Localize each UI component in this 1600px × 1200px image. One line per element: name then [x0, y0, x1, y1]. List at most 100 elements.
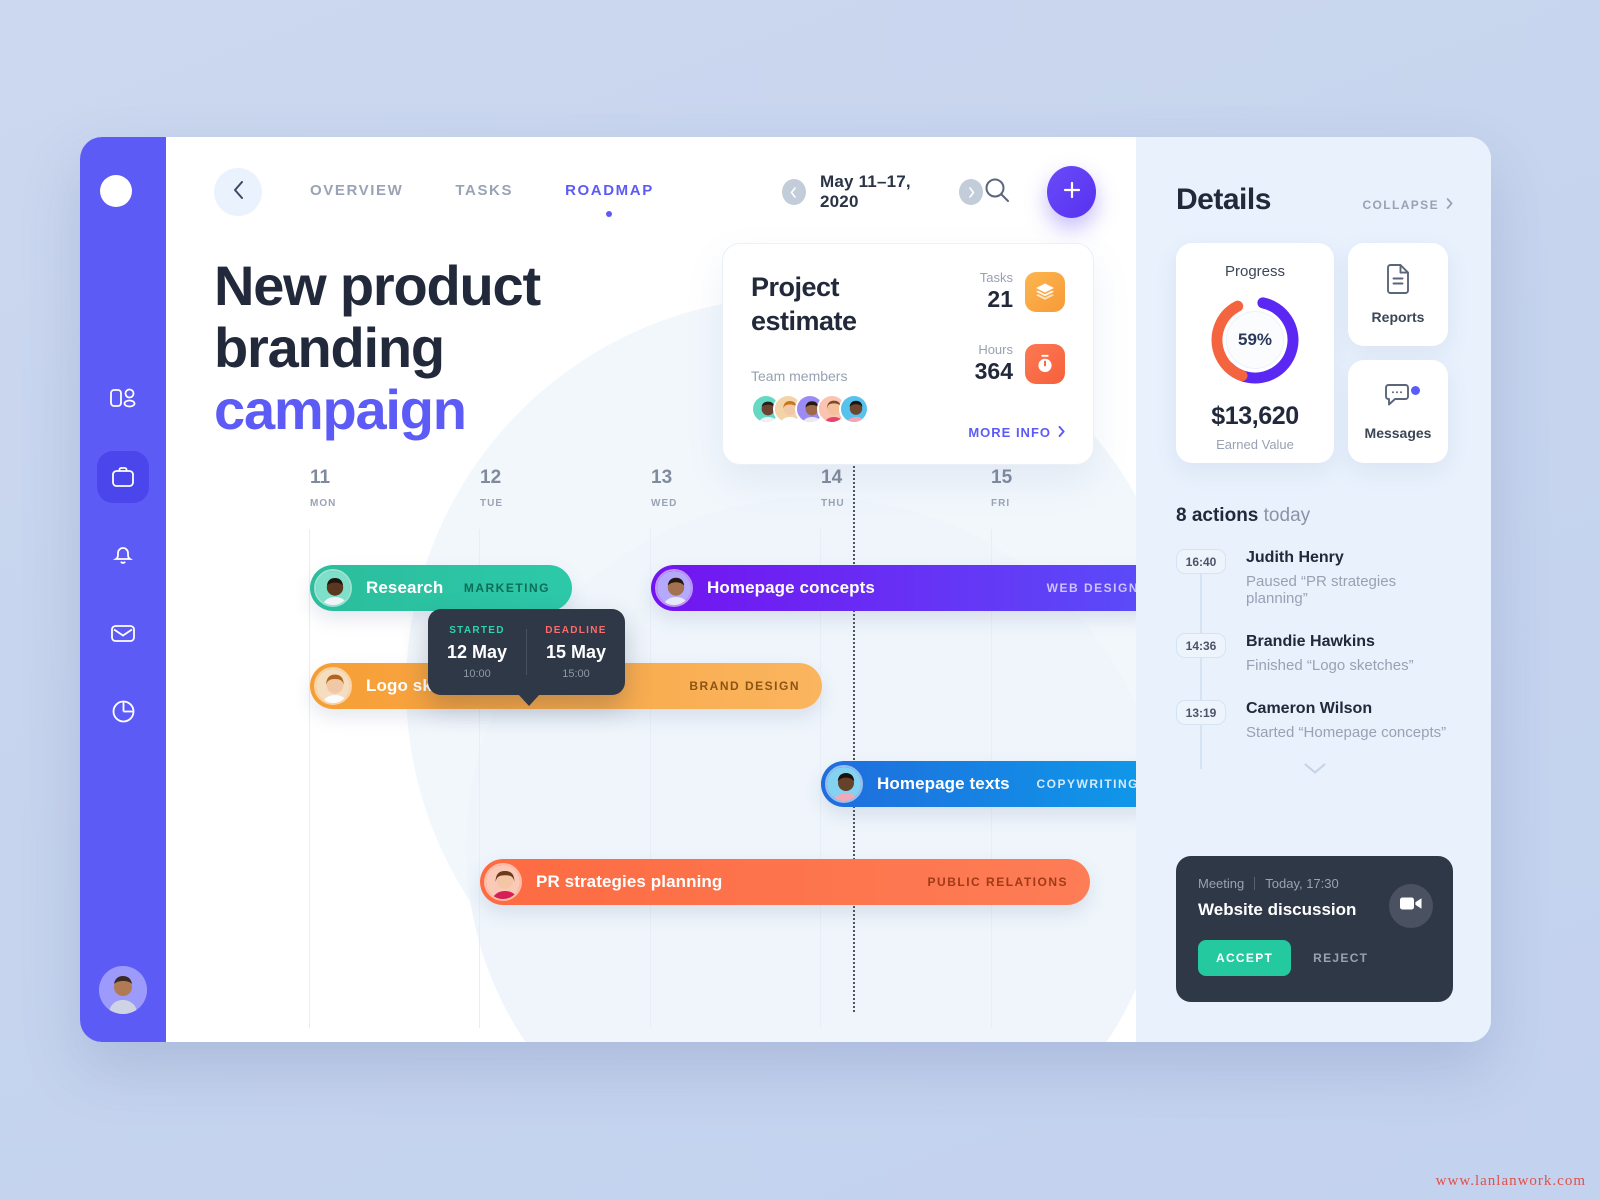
list-item[interactable]: 16:40 Judith Henry Paused “PR strategies… [1176, 549, 1453, 635]
tab-tasks[interactable]: TASKS [455, 181, 514, 199]
gantt-bar-category: BRAND DESIGN [689, 679, 800, 693]
collapse-button[interactable]: COLLAPSE [1362, 198, 1453, 212]
day-weekday: WED [651, 498, 678, 509]
actions-suffix: today [1258, 505, 1311, 526]
sidebar-item-mail[interactable] [97, 607, 149, 659]
app-window: OVERVIEW TASKS ROADMAP May 11–17, 2020 [80, 137, 1491, 1042]
actions-count: 8 actions [1176, 505, 1259, 526]
sidebar-item-notifications[interactable] [97, 529, 149, 581]
tab-overview[interactable]: OVERVIEW [310, 181, 404, 199]
messages-card[interactable]: Messages [1348, 360, 1448, 463]
gantt-bar-homepage-concepts[interactable]: Homepage concepts WEB DESIGN [651, 565, 1136, 611]
sidebar-item-dashboard[interactable] [97, 373, 149, 425]
grid-line [479, 529, 480, 1028]
search-icon [983, 176, 1011, 209]
tab-roadmap[interactable]: ROADMAP [565, 182, 654, 203]
main-content: OVERVIEW TASKS ROADMAP May 11–17, 2020 [166, 137, 1136, 1042]
grid-line [820, 529, 821, 1028]
details-header: Details COLLAPSE [1176, 183, 1453, 217]
date-prev-button[interactable] [781, 179, 806, 205]
progress-percent: 59% [1226, 311, 1284, 369]
day-number: 11 [310, 467, 331, 488]
sidebar-nav [97, 373, 149, 737]
meeting-kind: Meeting [1198, 876, 1245, 891]
messages-label: Messages [1364, 425, 1432, 441]
feed-user-name: Brandie Hawkins [1246, 633, 1375, 650]
meeting-title: Website discussion [1198, 900, 1357, 919]
sidebar [80, 137, 166, 1042]
stopwatch-icon [1025, 344, 1065, 384]
chevron-down-icon [1304, 761, 1326, 778]
chat-bubble-icon [1383, 382, 1413, 415]
meeting-meta: Meeting Today, 17:30 [1198, 876, 1431, 891]
feed-action-text: Paused “PR strategies planning” [1246, 573, 1397, 607]
avatar[interactable] [99, 966, 147, 1014]
day-column-header: 12 TUE [480, 467, 503, 509]
date-next-button[interactable] [959, 179, 984, 205]
day-number: 14 [821, 467, 843, 488]
join-video-button[interactable] [1389, 884, 1433, 928]
sidebar-item-analytics[interactable] [97, 685, 149, 737]
list-item[interactable]: 14:36 Brandie Hawkins Finished “Logo ske… [1176, 633, 1453, 702]
back-button[interactable] [214, 168, 262, 216]
tooltip-deadline: DEADLINE 15 May 15:00 [527, 625, 625, 680]
details-panel: Details COLLAPSE Progress 59% $13,620 [1136, 137, 1491, 1042]
logo-mark[interactable] [100, 175, 146, 209]
reject-button[interactable]: REJECT [1313, 951, 1369, 965]
tasks-value: 21 [987, 286, 1013, 312]
bell-icon [111, 543, 135, 567]
hours-stat: Hours 364 [975, 342, 1065, 384]
progress-donut: 59% [1207, 292, 1303, 388]
hero: New product branding campaign [166, 247, 1136, 441]
details-title: Details [1176, 183, 1271, 216]
feed-connector [1200, 658, 1202, 702]
feed-action-text: Started “Homepage concepts” [1246, 724, 1447, 741]
grid-line [309, 529, 310, 1028]
gantt-bar-category: WEB DESIGN [1046, 581, 1136, 595]
feed-time: 14:36 [1176, 633, 1226, 658]
tooltip-started-date: 12 May [446, 641, 508, 662]
team-avatar[interactable] [839, 394, 869, 424]
gantt-bar-homepage-texts[interactable]: Homepage texts COPYWRITING [821, 761, 1136, 807]
feed-user-name: Cameron Wilson [1246, 700, 1373, 717]
gantt-bar-category: PUBLIC RELATIONS [927, 875, 1068, 889]
chevron-left-icon [233, 180, 244, 204]
nav-tabs: OVERVIEW TASKS ROADMAP [310, 182, 654, 203]
more-info-link[interactable]: MORE INFO [968, 425, 1065, 440]
gantt-bar-pr-strategies[interactable]: PR strategies planning PUBLIC RELATIONS [480, 859, 1090, 905]
accept-button[interactable]: ACCEPT [1198, 940, 1292, 976]
envelope-icon [110, 623, 136, 644]
estimate-title-line-2: estimate [751, 306, 857, 336]
gantt-bar-category: COPYWRITING [1036, 777, 1137, 791]
meeting-invite-card: Meeting Today, 17:30 Website discussion … [1176, 856, 1453, 1002]
activity-feed: 16:40 Judith Henry Paused “PR strategies… [1176, 549, 1453, 779]
chevron-right-icon [1058, 425, 1065, 440]
title-line-1: New product [214, 254, 541, 317]
more-info-label: MORE INFO [968, 425, 1051, 440]
search-button[interactable] [983, 176, 1011, 209]
team-avatar[interactable] [751, 394, 781, 424]
progress-label: Progress [1224, 263, 1286, 280]
tooltip-deadline-time: 15:00 [562, 667, 590, 680]
add-button[interactable] [1047, 166, 1096, 218]
tooltip-started-label: STARTED [449, 624, 505, 636]
progress-card: Progress 59% $13,620 Earned Value [1176, 243, 1334, 463]
feed-body: Cameron Wilson Started “Homepage concept… [1246, 700, 1446, 741]
reports-card[interactable]: Reports [1348, 243, 1448, 346]
briefcase-icon [111, 466, 135, 488]
gantt-bar-research[interactable]: Research MARKETING [310, 565, 572, 611]
day-weekday: FRI [991, 498, 1011, 509]
quick-links: Reports Messages [1348, 243, 1448, 463]
list-item[interactable]: 13:19 Cameron Wilson Started “Homepage c… [1176, 700, 1453, 769]
gantt-bar-title: Research [366, 578, 444, 597]
day-weekday: MON [310, 498, 337, 509]
meeting-actions: ACCEPT REJECT [1198, 940, 1431, 976]
feed-connector [1200, 574, 1202, 635]
gantt-bar-avatar [655, 569, 693, 607]
feed-expand-button[interactable] [1176, 761, 1453, 779]
project-estimate-card: Project estimate Tasks 21 [722, 243, 1094, 465]
day-column-header: 15 FRI [991, 467, 1012, 509]
dashboard-icon [110, 387, 136, 411]
gantt-bar-title: Homepage texts [877, 774, 1010, 793]
sidebar-item-projects[interactable] [97, 451, 149, 503]
